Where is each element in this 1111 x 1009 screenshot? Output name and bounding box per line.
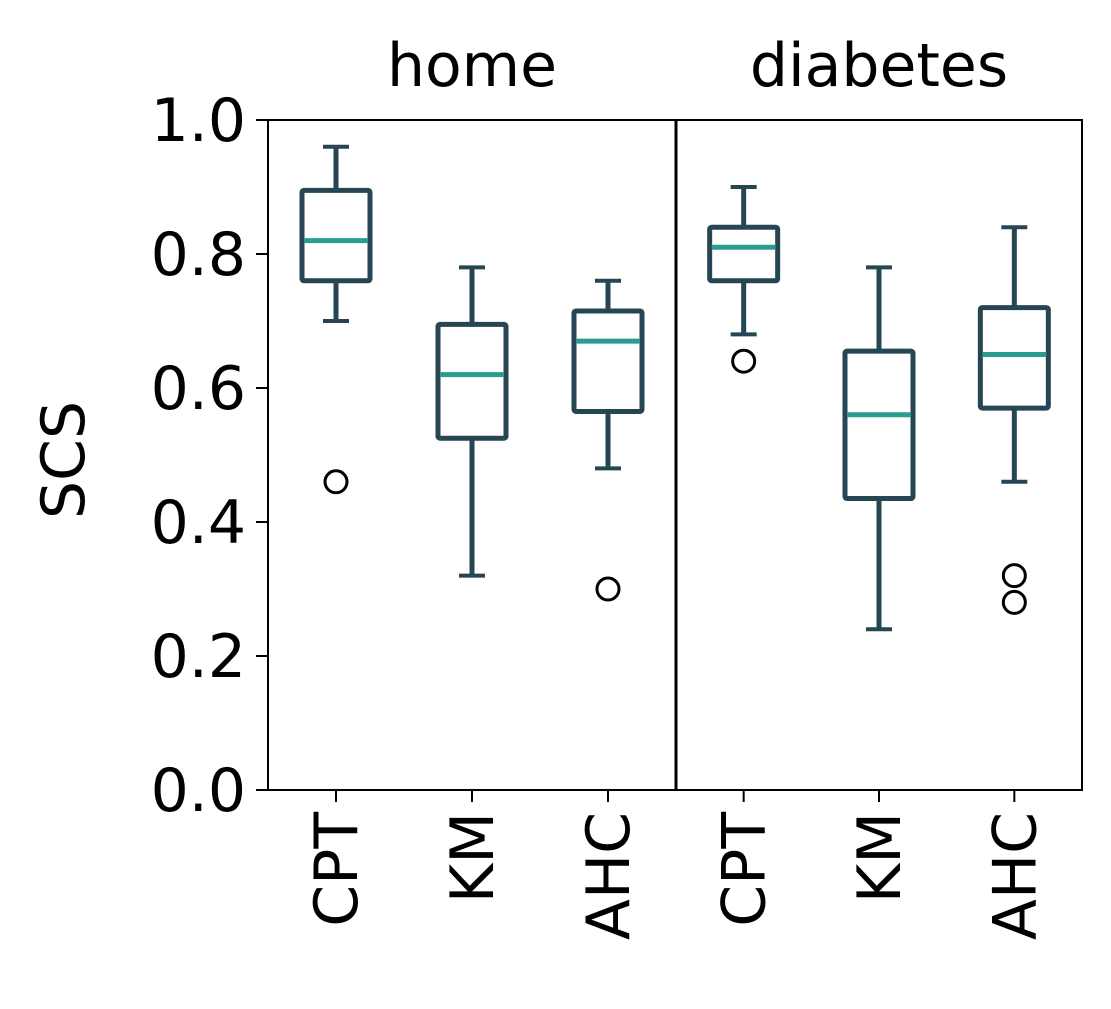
outlier-point [731,348,757,374]
box-body [571,308,645,414]
box-body [707,224,781,284]
y-tick-label: 0.0 [151,756,246,826]
axes-layer: 0.0 0.2 0.4 0.6 0.8 1.0 home CPT KM AHC diabetes CP… [151,31,1083,940]
box-body [842,348,916,502]
box-body [435,321,509,441]
x-tick-label: CPT [302,812,372,927]
marks-layer [299,144,1051,632]
panel-title: diabetes [750,31,1008,101]
y-tick-label: 0.6 [151,354,246,424]
y-tick-label: 0.2 [151,622,246,692]
box-diabetes-AHC [977,225,1051,615]
x-tick-label: KM [845,812,915,903]
x-tick-label: AHC [980,812,1050,940]
y-tick-label: 0.8 [151,220,246,290]
y-axis-label: SCS [29,401,99,519]
box-body [977,305,1051,411]
x-tick-label: AHC [574,812,644,940]
box-home-AHC [571,278,645,602]
box-home-KM [435,265,509,578]
outlier-point [595,576,621,602]
x-tick-label: CPT [710,812,780,927]
y-tick-label: 0.4 [151,488,246,558]
box-home-CPT [299,144,373,495]
outlier-point [323,469,349,495]
panel-frame [675,119,1083,791]
box-diabetes-CPT [707,185,781,374]
y-tick-label: 1.0 [151,86,246,156]
box-body [299,187,373,284]
box-diabetes-KM [842,265,916,632]
outlier-point [1001,589,1027,615]
outlier-point [1001,563,1027,589]
panel-title: home [387,31,557,101]
x-tick-label: KM [438,812,508,903]
